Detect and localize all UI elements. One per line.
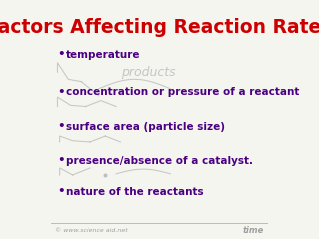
- Text: presence/absence of a catalyst.: presence/absence of a catalyst.: [66, 156, 253, 166]
- Text: Factors Affecting Reaction Rates: Factors Affecting Reaction Rates: [0, 18, 319, 37]
- Text: •: •: [57, 48, 65, 61]
- Text: concentration or pressure of a reactant: concentration or pressure of a reactant: [66, 87, 300, 97]
- Text: nature of the reactants: nature of the reactants: [66, 187, 204, 196]
- Text: •: •: [57, 154, 65, 167]
- Text: •: •: [57, 185, 65, 198]
- Text: products: products: [121, 66, 176, 79]
- Text: surface area (particle size): surface area (particle size): [66, 122, 225, 132]
- Text: temperature: temperature: [66, 49, 141, 60]
- Text: •: •: [57, 86, 65, 99]
- Text: © www.science aid.net: © www.science aid.net: [55, 228, 128, 233]
- Text: time: time: [242, 226, 264, 235]
- Text: •: •: [57, 120, 65, 133]
